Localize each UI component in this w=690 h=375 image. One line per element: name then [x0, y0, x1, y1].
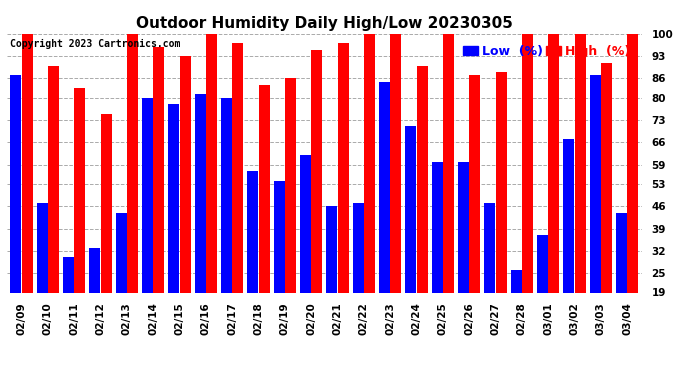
Bar	[179, 56, 190, 292]
Bar	[379, 82, 390, 292]
Bar	[300, 155, 311, 292]
Bar	[326, 206, 337, 292]
Bar	[417, 66, 428, 292]
Bar	[259, 85, 270, 292]
Bar	[337, 44, 348, 292]
Bar	[563, 139, 574, 292]
Bar	[153, 46, 164, 292]
Bar	[484, 203, 495, 292]
Text: Copyright 2023 Cartronics.com: Copyright 2023 Cartronics.com	[10, 39, 181, 49]
Bar	[168, 104, 179, 292]
Bar	[616, 213, 627, 292]
Bar	[274, 181, 285, 292]
Bar	[21, 34, 32, 292]
Title: Outdoor Humidity Daily High/Low 20230305: Outdoor Humidity Daily High/Low 20230305	[136, 16, 513, 31]
Bar	[469, 75, 480, 292]
Bar	[142, 98, 153, 292]
Bar	[195, 94, 206, 292]
Bar	[89, 248, 100, 292]
Bar	[48, 66, 59, 292]
Bar	[221, 98, 232, 292]
Bar	[311, 50, 322, 292]
Bar	[590, 75, 601, 292]
Bar	[75, 88, 86, 292]
Bar	[432, 162, 443, 292]
Bar	[233, 44, 244, 292]
Bar	[10, 75, 21, 292]
Bar	[627, 34, 638, 292]
Bar	[495, 72, 506, 292]
Bar	[458, 162, 469, 292]
Bar	[63, 257, 74, 292]
Bar	[364, 34, 375, 292]
Bar	[575, 34, 586, 292]
Bar	[115, 213, 127, 292]
Bar	[101, 114, 112, 292]
Legend: Low  (%), High  (%): Low (%), High (%)	[458, 40, 635, 63]
Bar	[522, 34, 533, 292]
Bar	[127, 34, 138, 292]
Bar	[601, 63, 612, 292]
Bar	[511, 270, 522, 292]
Bar	[537, 235, 548, 292]
Bar	[247, 171, 258, 292]
Bar	[405, 126, 416, 292]
Bar	[206, 34, 217, 292]
Bar	[353, 203, 364, 292]
Bar	[443, 34, 454, 292]
Bar	[37, 203, 48, 292]
Bar	[391, 34, 402, 292]
Bar	[549, 34, 560, 292]
Bar	[285, 78, 296, 292]
